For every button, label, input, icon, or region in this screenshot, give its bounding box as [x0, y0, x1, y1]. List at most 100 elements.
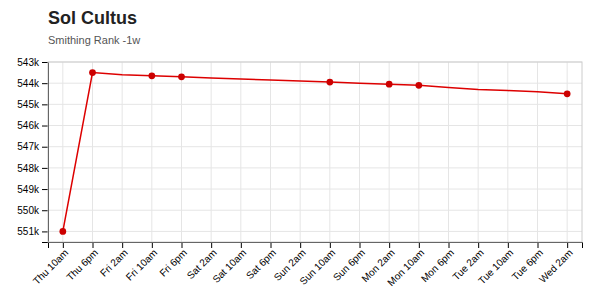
marker [386, 81, 393, 88]
grid-line [48, 104, 582, 105]
tick-mark [42, 126, 48, 127]
tick-label: Wed 2am [537, 247, 575, 285]
tick-label: 545k [17, 99, 40, 110]
tick-mark [360, 242, 361, 248]
x-tick: Thu 10am [31, 242, 71, 287]
x-tick: Mon 10am [385, 242, 426, 288]
y-tick: 551k [17, 226, 48, 237]
tick-mark [152, 242, 153, 248]
tick-mark [42, 83, 48, 84]
tick-label: Thu 6pm [64, 247, 100, 283]
axis-line [49, 243, 583, 249]
grid-line [507, 62, 508, 242]
y-tick: 545k [17, 99, 48, 110]
grid-line [92, 62, 93, 242]
tick-label: 543k [17, 57, 40, 68]
grid-line [48, 146, 582, 147]
tick-label: 548k [17, 163, 40, 174]
tick-label: Thu 10am [31, 247, 71, 287]
tick-mark [241, 242, 242, 248]
tick-mark [300, 242, 301, 248]
marker [564, 90, 571, 97]
tick-mark [93, 242, 94, 248]
grid-line [537, 62, 538, 242]
tick-label: 546k [17, 120, 40, 131]
grid-line [270, 62, 271, 242]
tick-label: 547k [17, 141, 40, 152]
x-axis: Thu 10amThu 6pmFri 2amFri 10amFri 6pmSat… [31, 242, 583, 288]
marks [59, 69, 570, 235]
tick-mark [63, 242, 64, 248]
subtitle: Smithing Rank -1w [48, 34, 140, 46]
grid-line [329, 62, 330, 242]
y-tick: 543k [17, 57, 48, 68]
tick-mark [211, 242, 212, 248]
x-tick: Wed 2am [537, 242, 575, 285]
tick-mark [449, 242, 450, 248]
tick-mark [182, 242, 183, 248]
tick-mark [42, 62, 48, 63]
marker [148, 72, 155, 79]
tick-mark [42, 104, 48, 105]
x-tick: Thu 6pm [64, 242, 100, 283]
x-tick: Tue 10am [476, 242, 515, 286]
y-axis: 543k 544k 545k 546k 547k 548k 549k 550k 551k [17, 57, 48, 243]
grid-line [151, 62, 152, 242]
tick-mark [42, 147, 48, 148]
tick-mark [122, 242, 123, 248]
x-tick: Mon 6pm [419, 242, 456, 284]
tick-mark [271, 242, 272, 248]
tick-mark [478, 242, 479, 248]
tick-label: Tue 10am [476, 247, 515, 286]
x-tick: Sat 10am [210, 242, 248, 285]
tick-mark [567, 242, 568, 248]
grid-line [48, 231, 582, 232]
tick-label: Sat 10am [210, 247, 248, 285]
marker [326, 79, 333, 86]
x-tick: Sun 10am [297, 242, 337, 287]
grid-line [48, 125, 582, 126]
tick-mark [389, 242, 390, 248]
tick-label: 551k [17, 226, 40, 237]
y-tick: 546k [17, 120, 48, 131]
line [63, 73, 567, 232]
tick-label: Sun 10am [297, 247, 337, 287]
marker [59, 228, 66, 235]
y-tick: 548k [17, 163, 48, 174]
y-tick: 544k [17, 78, 48, 89]
grid-line [567, 62, 568, 242]
marker [415, 82, 422, 89]
grid-line [211, 62, 212, 242]
tick-mark [419, 242, 420, 248]
tick-mark [42, 210, 48, 211]
grid [48, 62, 582, 242]
plot-area: 543k 544k 545k 546k 547k 548k 549k 550k 551k Thu … [17, 57, 582, 288]
title: Sol Cultus [48, 8, 137, 28]
grid-line [359, 62, 360, 242]
x-tick: Fri 10am [124, 242, 160, 283]
grid-line [389, 62, 390, 242]
y-tick: 547k [17, 141, 48, 152]
tick-mark [42, 231, 48, 232]
tick-label: 549k [17, 184, 40, 195]
tick-mark [330, 242, 331, 248]
grid-line [181, 62, 182, 242]
grid-line [240, 62, 241, 242]
tick-label: Fri 10am [124, 247, 160, 283]
tick-label: 550k [17, 205, 40, 216]
grid-line [300, 62, 301, 242]
grid-line [418, 62, 419, 242]
y-tick: 549k [17, 184, 48, 195]
tick-mark [42, 168, 48, 169]
tick-label: Mon 6pm [419, 247, 456, 284]
grid-line [48, 83, 582, 84]
plot-frame [48, 62, 582, 242]
y-tick: 550k [17, 205, 48, 216]
marker [89, 69, 96, 76]
tick-mark [538, 242, 539, 248]
grid-line [48, 210, 582, 211]
tick-mark [508, 242, 509, 248]
grid-line [122, 62, 123, 242]
grid-line [48, 189, 582, 190]
grid-line [448, 62, 449, 242]
